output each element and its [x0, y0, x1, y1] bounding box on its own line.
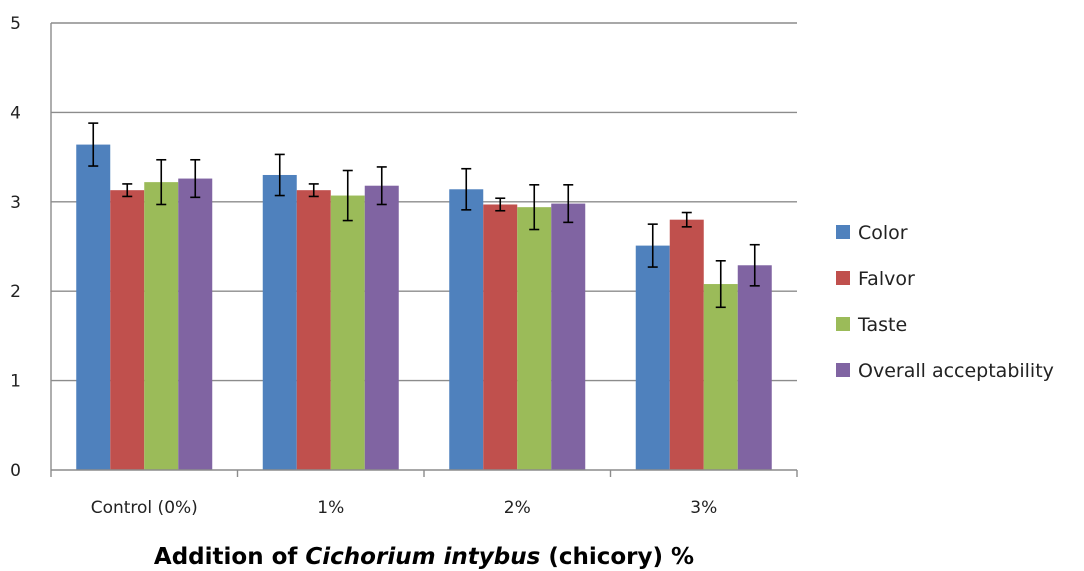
x-tick-label: 2% [504, 498, 531, 518]
legend-label: Overall acceptability [858, 360, 1054, 382]
y-tick-label: 0 [10, 461, 21, 481]
legend-swatch [836, 271, 850, 285]
y-tick-label: 5 [10, 14, 21, 34]
bar [737, 265, 772, 470]
y-tick-label: 2 [10, 282, 21, 302]
x-tick-label: 3% [690, 498, 717, 518]
axes [50, 23, 798, 477]
error-bars [88, 122, 760, 309]
y-tick-label: 1 [10, 372, 21, 392]
bar [262, 174, 297, 471]
legend-swatch [836, 363, 850, 377]
bar [635, 245, 670, 470]
x-axis-label-suffix: (chicory) % [540, 544, 694, 570]
legend-swatch [836, 317, 850, 331]
bar [449, 189, 484, 470]
x-tick-label: Control (0%) [91, 498, 198, 518]
y-tick-label: 4 [10, 103, 21, 123]
bar [178, 178, 213, 470]
y-tick-label: 3 [10, 193, 21, 213]
x-axis-ticks: Control (0%) 1% 2% 3% [91, 498, 718, 518]
x-axis-label: Addition of Cichorium intybus (chicory) … [154, 544, 694, 570]
bar [517, 207, 552, 470]
bar [551, 203, 586, 470]
bars [76, 144, 772, 471]
x-tick-label: 1% [317, 498, 344, 518]
bar [703, 284, 738, 470]
bar [296, 190, 331, 471]
bar [669, 219, 704, 470]
bar [144, 182, 179, 470]
legend-label: Color [858, 222, 908, 244]
legend: Color Falvor Taste Overall acceptability [836, 222, 1054, 382]
y-axis-ticks: 0 1 2 3 4 5 [10, 14, 21, 481]
x-axis-label-prefix: Addition of [154, 544, 306, 570]
legend-label: Falvor [858, 268, 915, 290]
bar [364, 185, 399, 470]
bar [330, 195, 365, 471]
bar [110, 190, 145, 471]
bar [76, 144, 111, 471]
x-axis-label-italic: Cichorium intybus [305, 544, 540, 570]
legend-label: Taste [857, 314, 907, 336]
legend-swatch [836, 225, 850, 239]
bar [483, 204, 518, 470]
